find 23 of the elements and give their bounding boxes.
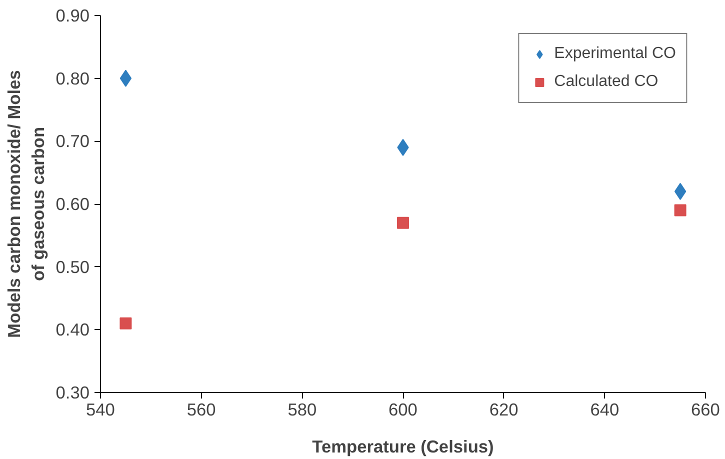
x-axis-title: Temperature (Celsius) <box>312 436 494 456</box>
y-tick-label: 0.70 <box>56 131 90 152</box>
x-tick-label: 540 <box>86 400 115 420</box>
legend-label: Calculated CO <box>554 73 658 91</box>
y-tick-label: 0.60 <box>56 194 90 214</box>
x-tick-label: 580 <box>288 400 317 420</box>
point <box>120 70 132 87</box>
y-tick-label: 0.80 <box>56 68 90 88</box>
y-axis-title: Models carbon monoxide/ Moles of gaseous carbon <box>4 70 48 338</box>
y-tick-label: 0.40 <box>56 320 90 340</box>
x-tick-label: 660 <box>691 400 720 420</box>
x-tick-label: 560 <box>186 400 216 420</box>
legend-label: Experimental CO <box>554 45 676 63</box>
point <box>120 317 132 330</box>
y-tick-label: 0.90 <box>56 6 90 26</box>
y-tick-label: 0.30 <box>56 382 90 402</box>
point <box>674 182 686 200</box>
y-tick-label: 0.50 <box>56 256 90 277</box>
x-tick-label: 600 <box>388 400 418 420</box>
point <box>674 204 686 216</box>
x-tick-label: 640 <box>590 400 620 420</box>
point <box>397 216 409 229</box>
x-tick-label: 620 <box>489 400 518 420</box>
